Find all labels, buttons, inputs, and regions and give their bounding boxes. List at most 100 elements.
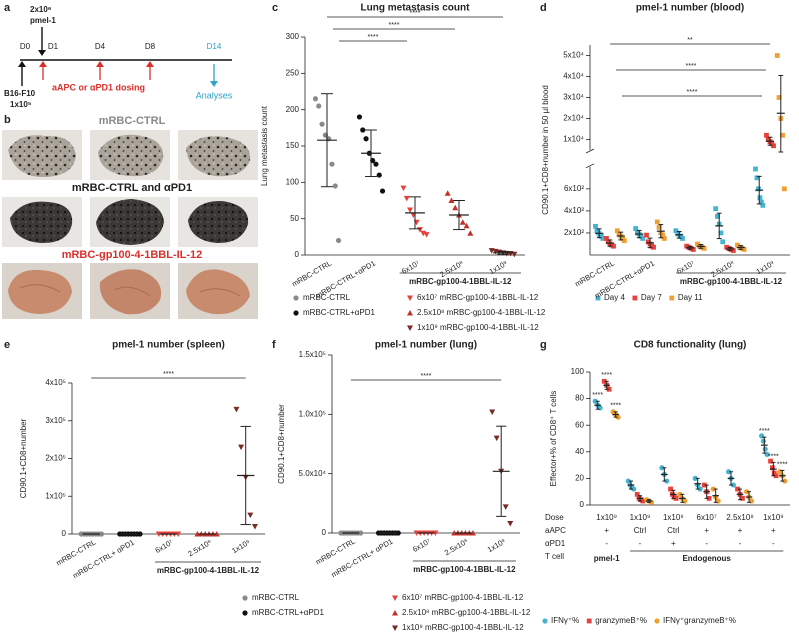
- y-tick-label: 4x10²: [564, 206, 584, 215]
- table-cell: +: [704, 526, 709, 535]
- table-cell: 1x10⁹: [763, 513, 784, 522]
- significance: ****: [686, 63, 697, 70]
- data-point: [651, 244, 656, 250]
- data-point: [764, 132, 769, 138]
- data-point: [771, 143, 776, 149]
- panel-letter: c: [272, 2, 278, 14]
- legend-marker: [586, 618, 592, 624]
- data-point: [625, 478, 631, 484]
- data-point: [600, 236, 606, 241]
- legend-label: Day 11: [678, 293, 703, 302]
- legend-marker: [632, 295, 638, 301]
- data-point: [668, 486, 673, 492]
- day-label: D14: [207, 42, 222, 51]
- chart-title: Lung metastasis count: [361, 3, 471, 14]
- legend-label: 6x10⁷ mRBC-gp100-4-1BBL-IL-12: [402, 593, 524, 602]
- significance: ****: [389, 22, 400, 29]
- data-point: [697, 486, 703, 492]
- legend-marker: [407, 295, 413, 301]
- data-point: [470, 530, 476, 536]
- data-point: [701, 245, 707, 251]
- y-tick-label: 2x10⁵: [45, 454, 66, 463]
- injection-dose: 2x10⁶: [30, 5, 52, 14]
- data-point: [771, 470, 777, 476]
- table-cell: Ctrl: [634, 526, 647, 535]
- data-point: [677, 491, 683, 497]
- legend-marker: [595, 295, 601, 301]
- y-tick-label: 100: [286, 177, 300, 186]
- y-tick-label: 300: [286, 32, 300, 41]
- legend-label: 1x10⁹ mRBC-gp100-4-1BBL-IL-12: [417, 323, 539, 332]
- data-point: [664, 478, 670, 484]
- significance: ****: [601, 372, 612, 379]
- table-cell: +: [671, 539, 676, 548]
- y-tick-label: 0: [322, 528, 327, 537]
- y-tick-label: 6x10²: [564, 184, 584, 193]
- y-axis-label: CD90.1+CD8+number: [277, 404, 286, 484]
- data-point: [358, 530, 364, 536]
- day-label: D8: [145, 42, 156, 51]
- table-cell: Endogenous: [682, 554, 731, 563]
- data-point: [756, 186, 761, 192]
- legend-marker: [392, 595, 398, 601]
- data-point: [713, 206, 719, 212]
- panel-b: b mRBC-CTRL mRBC-CTRL and αPD1 mRBC-gp10…: [2, 114, 258, 319]
- significance: ****: [368, 34, 379, 41]
- panel-letter: d: [540, 2, 547, 14]
- data-point: [710, 486, 716, 492]
- y-tick-label: 0: [580, 500, 585, 509]
- data-point: [615, 414, 621, 420]
- significance: ****: [687, 89, 698, 96]
- arrowhead: [210, 81, 218, 87]
- data-point: [760, 438, 767, 444]
- significance: ****: [410, 10, 421, 17]
- data-point: [316, 103, 322, 109]
- data-point: [403, 195, 410, 202]
- data-point: [735, 486, 740, 492]
- data-point: [379, 188, 386, 194]
- significance: ****: [163, 371, 174, 378]
- legend-marker: [407, 310, 413, 316]
- data-point: [753, 166, 758, 172]
- data-point: [360, 127, 366, 133]
- data-point: [661, 236, 667, 241]
- y-tick-label: 40: [575, 447, 584, 456]
- data-point: [614, 228, 620, 234]
- legend-label: mRBC-CTRL+αPD1: [303, 308, 376, 317]
- data-point: [459, 219, 466, 225]
- legend-label: IFNγ⁺granzymeB⁺%: [663, 616, 736, 625]
- data-point: [690, 247, 696, 252]
- y-tick-label: 1.0x10⁵: [299, 409, 326, 418]
- data-point: [730, 248, 736, 253]
- panel-a: a 2x10⁶ pmel-1 D0 D1 D4 D8 D14 B16-F10 1…: [4, 2, 233, 109]
- data-point: [407, 207, 414, 213]
- data-point: [593, 223, 598, 229]
- photo-row-label: mRBC-CTRL and αPD1: [72, 182, 192, 194]
- y-tick-label: 1x10⁴: [563, 135, 584, 144]
- y-tick-label: 3x10⁴: [563, 93, 584, 102]
- data-point: [332, 183, 338, 189]
- data-point: [730, 482, 737, 488]
- significance: ****: [768, 453, 779, 460]
- data-point: [448, 197, 455, 203]
- photo-row-label: mRBC-CTRL: [99, 115, 166, 127]
- data-point: [654, 219, 660, 225]
- y-tick-label: 150: [286, 141, 300, 150]
- dosing-arrows: [42, 66, 151, 80]
- data-point: [634, 491, 640, 497]
- x-tick-label: 6x10⁷: [154, 538, 175, 555]
- day-label: D1: [48, 42, 59, 51]
- panel-letter: a: [4, 2, 11, 14]
- data-point: [776, 95, 782, 100]
- data-point: [233, 406, 240, 413]
- day-label: D0: [20, 42, 31, 51]
- photo-row-label: mRBC-gp100-4-1BBL-IL-12: [62, 249, 203, 261]
- table-cell: 1x10⁹: [630, 513, 651, 522]
- data-point: [725, 469, 732, 475]
- y-tick-label: 4x10⁴: [563, 72, 584, 81]
- data-point: [395, 530, 401, 536]
- table-cell: pmel-1: [594, 554, 620, 563]
- data-point: [770, 465, 775, 471]
- data-point: [137, 531, 143, 537]
